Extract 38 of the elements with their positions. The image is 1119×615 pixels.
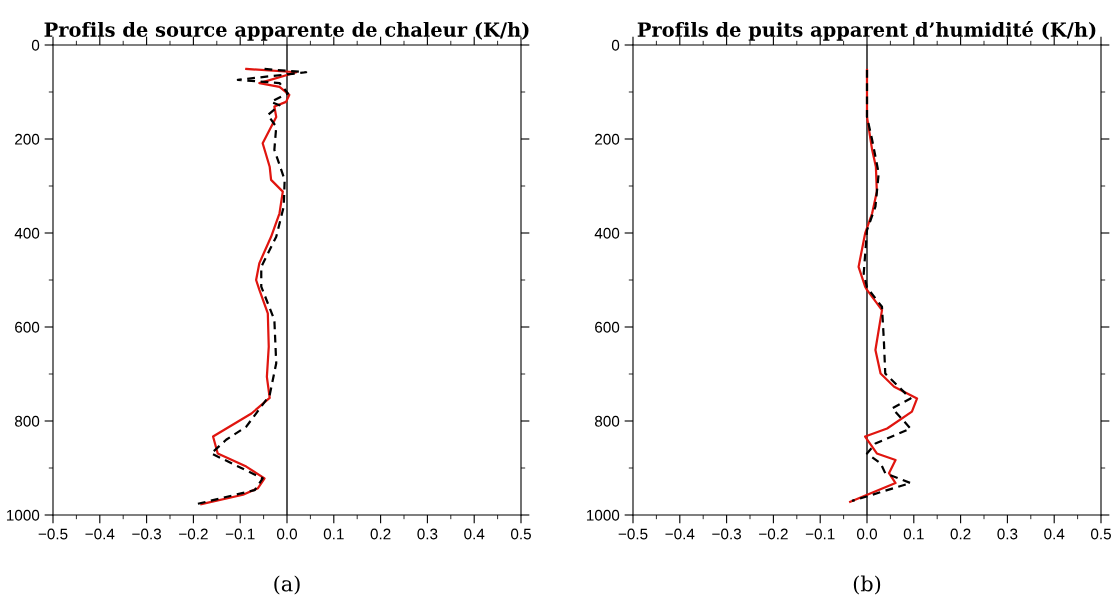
text: (b)	[853, 575, 881, 595]
x-tick-label: 0.4	[464, 528, 485, 540]
x-tick-label: 0.5	[1090, 528, 1111, 540]
y-tick-label: 800	[594, 415, 620, 427]
y-tick-label: 200	[15, 133, 40, 145]
chart-title: Profils de source apparente de chaleur (K/h)	[44, 21, 529, 41]
y-tick-label: 400	[14, 227, 40, 239]
y-tick-label: 800	[14, 415, 40, 427]
x-tick-label: −0.2	[179, 528, 208, 540]
x-tick-label: 0.5	[510, 528, 531, 540]
x-tick-label: 0.0	[276, 528, 298, 540]
x-tick-label: 0.2	[370, 528, 391, 540]
x-tick-label: −0.4	[85, 528, 115, 540]
y-tick-label: 1000	[6, 509, 40, 521]
x-tick-label: −0.4	[665, 528, 695, 540]
x-tick-label: −0.3	[132, 528, 162, 540]
y-tick-label: 0	[611, 39, 620, 51]
y-tick-label: 200	[595, 133, 620, 145]
y-tick-label: 600	[15, 321, 40, 333]
x-tick-label: −0.5	[38, 528, 68, 540]
x-tick-label: −0.5	[618, 528, 648, 540]
x-tick-label: 0.3	[417, 528, 438, 540]
x-tick-label: −0.3	[712, 528, 742, 540]
x-tick-label: 0.1	[323, 528, 344, 540]
x-tick-label: −0.2	[759, 528, 788, 540]
chart-title: Profils de puits apparent d’humidité (K/h)	[637, 21, 1096, 41]
x-tick-label: 0.4	[1044, 528, 1065, 540]
y-tick-label: 0	[31, 39, 40, 51]
y-tick-label: 1000	[586, 509, 620, 521]
y-tick-label: 400	[594, 227, 620, 239]
x-tick-label: 0.1	[903, 528, 924, 540]
x-tick-label: −0.1	[225, 528, 255, 540]
y-tick-label: 600	[595, 321, 620, 333]
x-tick-label: −0.1	[805, 528, 835, 540]
text: (a)	[274, 575, 300, 595]
x-tick-label: 0.2	[950, 528, 971, 540]
x-tick-label: 0.0	[856, 528, 878, 540]
x-tick-label: 0.3	[997, 528, 1018, 540]
